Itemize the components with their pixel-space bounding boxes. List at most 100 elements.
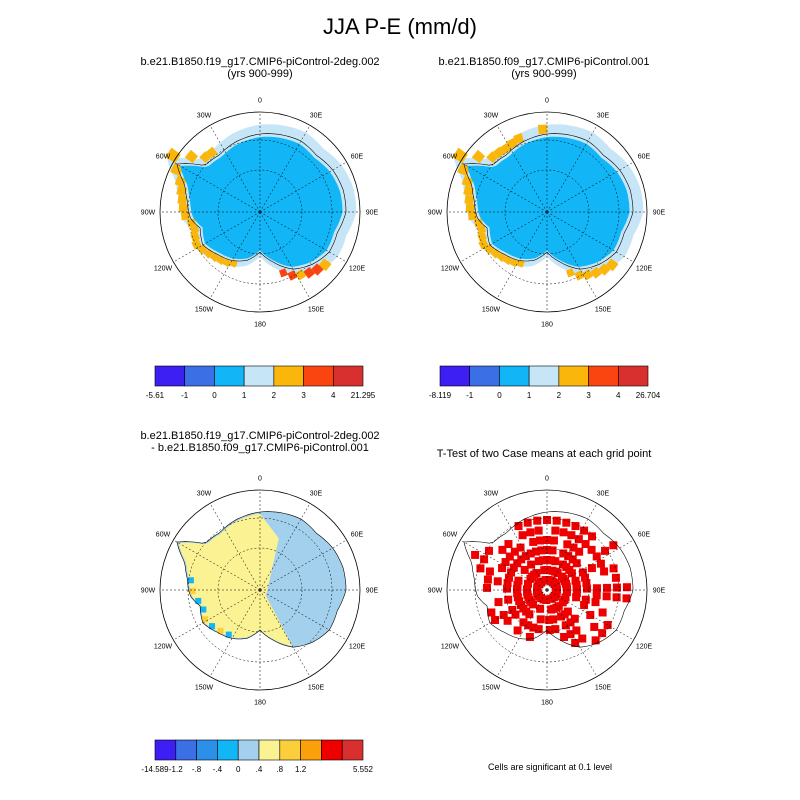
coastal-cell xyxy=(574,270,585,281)
colorbar-tick-label: -5.61 xyxy=(146,391,165,400)
significant-cell xyxy=(557,612,566,621)
panel-2-title: b.e21.B1850.f09_g17.CMIP6-piControl.001 … xyxy=(414,56,674,80)
significant-cell xyxy=(572,593,581,602)
longitude-label: 120E xyxy=(349,644,366,651)
longitude-label: 90W xyxy=(428,210,443,217)
colorbar-panel-2: -8.119 -1 0 1 2 3 4 26.704 xyxy=(429,365,661,400)
significant-cell xyxy=(569,543,578,552)
significant-cell xyxy=(571,576,580,585)
longitude-label: 60E xyxy=(638,154,651,161)
coastal-cell xyxy=(209,252,220,263)
coastal-cell xyxy=(199,151,212,164)
colorbar-tick-label: -8.119 xyxy=(429,391,452,400)
significant-cell xyxy=(609,564,618,573)
significant-cell xyxy=(592,552,601,561)
significant-cell xyxy=(529,537,538,546)
significant-cell xyxy=(596,559,605,568)
diff-cell xyxy=(209,623,216,630)
longitude-label: 180 xyxy=(541,322,553,329)
coastal-cell xyxy=(216,255,226,266)
significant-cell xyxy=(547,605,556,614)
colorbar-box xyxy=(214,365,245,387)
colorbar-box xyxy=(341,739,364,761)
coastal-cell xyxy=(471,149,486,164)
panel-1-title-line1: b.e21.B1850.f19_g17.CMIP6-piControl-2deg… xyxy=(140,56,380,68)
coastal-cell xyxy=(177,194,188,205)
coastal-cell xyxy=(566,268,576,278)
significant-cell xyxy=(581,595,590,604)
significant-cell xyxy=(564,552,573,561)
colorbar-tick-label: 1.2 xyxy=(295,765,307,774)
meridian xyxy=(173,589,261,641)
significant-cell xyxy=(590,622,599,631)
significant-cell xyxy=(471,550,480,559)
meridian xyxy=(496,125,548,213)
meridian xyxy=(546,211,634,263)
colorbar-tick-label: -1.2 xyxy=(169,765,183,774)
significant-cell xyxy=(505,552,514,561)
colorbar-tick-label: 1 xyxy=(527,391,532,400)
significant-cell xyxy=(520,565,529,574)
meridian xyxy=(259,161,347,213)
colorbar-tick-label: 2 xyxy=(272,391,277,400)
longitude-label: 90E xyxy=(653,210,666,217)
colorbar-tick-label: .4 xyxy=(256,765,263,774)
significant-cell xyxy=(540,566,549,575)
diff-cell xyxy=(189,588,196,595)
panel-2-title-line1: b.e21.B1850.f09_g17.CMIP6-piControl.001 xyxy=(438,56,650,68)
meridian xyxy=(546,589,634,641)
significant-cell xyxy=(559,549,568,558)
colorbar-box xyxy=(184,365,215,387)
colorbar-box xyxy=(528,365,560,387)
coastal-cell xyxy=(496,252,507,263)
meridian xyxy=(173,539,261,591)
coastal-cell xyxy=(464,194,475,205)
significant-cell xyxy=(553,569,562,578)
map-boundary xyxy=(446,489,648,691)
longitude-label: 90W xyxy=(428,588,443,595)
significant-cell xyxy=(498,564,507,573)
colorbar-box xyxy=(303,365,334,387)
significant-cell xyxy=(513,580,522,589)
significant-cell xyxy=(578,634,587,643)
significant-cell xyxy=(545,625,554,634)
significant-cell xyxy=(601,546,610,555)
colorbar-tick-label: -1 xyxy=(466,391,474,400)
significant-cell xyxy=(587,564,596,573)
significant-cell xyxy=(503,584,512,593)
coastal-cell xyxy=(468,212,477,221)
diff-cell xyxy=(195,597,202,604)
significant-cell xyxy=(561,621,570,630)
significant-cell xyxy=(591,636,600,645)
longitude-label: 120W xyxy=(154,266,173,273)
longitude-label: 90E xyxy=(653,588,666,595)
significant-cell xyxy=(494,598,503,607)
meridian xyxy=(173,161,261,213)
significant-cell xyxy=(572,589,581,598)
coastal-cell xyxy=(184,149,199,164)
significant-cell xyxy=(581,573,590,582)
significant-cell xyxy=(551,526,560,535)
colorbar-tick-label: 4 xyxy=(331,391,336,400)
longitude-label: 180 xyxy=(254,700,266,707)
longitude-label: 60E xyxy=(351,532,364,539)
coastal-cell xyxy=(191,239,202,250)
longitude-label: 150W xyxy=(482,306,501,313)
longitude-label: 90E xyxy=(366,210,379,217)
significant-cell xyxy=(571,638,580,647)
meridian xyxy=(209,503,261,591)
longitude-label: 0 xyxy=(545,476,549,483)
significant-cell xyxy=(524,621,533,630)
west-fill xyxy=(178,513,293,646)
significant-cell xyxy=(591,598,600,607)
significant-cell xyxy=(526,528,535,537)
significant-cell xyxy=(611,573,620,582)
diff-cell xyxy=(217,627,224,634)
significant-cell xyxy=(493,577,502,586)
coastal-cell xyxy=(295,269,307,281)
significant-cell xyxy=(511,610,520,619)
colorbar-tick-label: -14.589 xyxy=(141,765,169,774)
diff-cell xyxy=(202,616,209,623)
colorbar-tick-label: 21.295 xyxy=(351,391,376,400)
longitude-label: 30W xyxy=(197,491,212,498)
